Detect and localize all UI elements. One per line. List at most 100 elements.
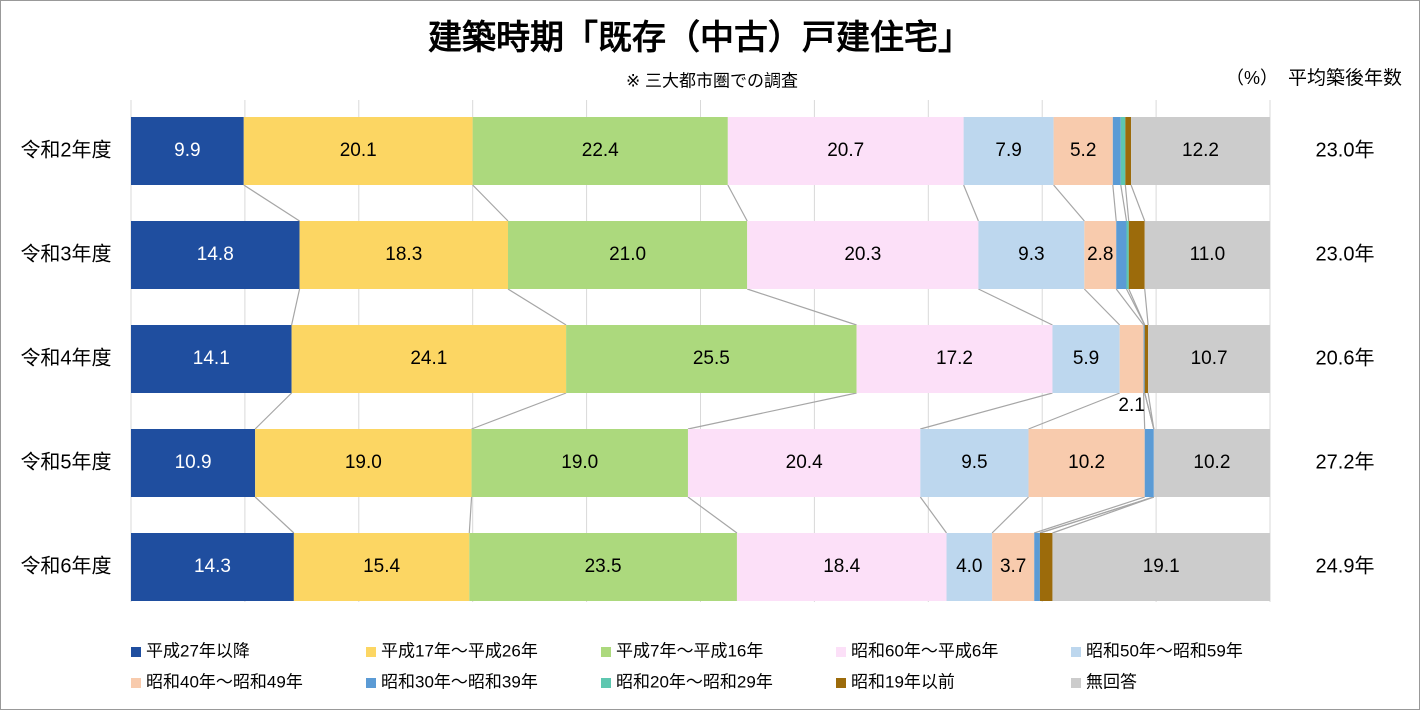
bar-segment xyxy=(946,533,993,601)
bar-segment xyxy=(1125,117,1132,185)
value-label: 2.1 xyxy=(1118,395,1144,416)
bar-segment xyxy=(1116,221,1127,289)
legend-label: 昭和60年～平成6年 xyxy=(851,641,998,660)
category-label: 令和6年度 xyxy=(20,554,111,577)
legend-swatch xyxy=(366,647,376,657)
bar-segment xyxy=(978,221,1085,289)
legend-swatch xyxy=(131,678,141,688)
subtitle: ※ 三大都市圏での調査 xyxy=(626,71,798,90)
legend-swatch xyxy=(836,678,846,688)
connector-line xyxy=(243,184,300,222)
value-label: 14.8 xyxy=(197,244,234,265)
value-label: 12.2 xyxy=(1182,140,1219,161)
value-label: 14.3 xyxy=(194,556,231,577)
bar-segment xyxy=(963,117,1054,185)
category-label: 令和3年度 xyxy=(20,242,111,265)
bar-segment xyxy=(1126,221,1129,289)
side-label: 27.2年 xyxy=(1316,450,1375,473)
legend-label: 昭和20年～昭和29年 xyxy=(616,672,773,691)
value-label: 3.7 xyxy=(1000,556,1026,577)
bar-segment xyxy=(736,533,947,601)
connector-line xyxy=(1052,496,1155,534)
connector-line xyxy=(1128,288,1146,326)
value-label: 4.0 xyxy=(956,556,982,577)
value-label: 25.5 xyxy=(693,348,730,369)
value-label: 10.2 xyxy=(1193,452,1230,473)
value-label: 24.1 xyxy=(410,348,447,369)
connector-line xyxy=(254,392,293,430)
value-label: 14.1 xyxy=(193,348,230,369)
bar-segment xyxy=(1148,325,1270,393)
connector-line xyxy=(468,496,473,534)
value-label: 5.2 xyxy=(1070,140,1096,161)
connector-line xyxy=(291,288,301,326)
bar-segment xyxy=(1153,429,1270,497)
bar-segment xyxy=(856,325,1053,393)
legend-swatch xyxy=(1071,678,1081,688)
value-label: 2.8 xyxy=(1087,244,1113,265)
connector-line xyxy=(727,184,748,222)
connector-line xyxy=(963,184,979,222)
bar-segment xyxy=(1144,429,1154,497)
bar-segment xyxy=(566,325,857,393)
connector-line xyxy=(978,288,1053,326)
value-label: 19.1 xyxy=(1143,556,1180,577)
legend-swatch xyxy=(131,647,141,657)
value-label: 20.3 xyxy=(844,244,881,265)
bar-segment xyxy=(131,533,294,601)
connector-line xyxy=(991,496,1029,534)
side-label: 23.0年 xyxy=(1316,138,1375,161)
bar-segment xyxy=(1112,117,1121,185)
value-label: 10.9 xyxy=(175,452,212,473)
legend-swatch xyxy=(366,678,376,688)
bar-segment xyxy=(1131,117,1270,185)
connector-line xyxy=(1130,184,1146,222)
legend-swatch xyxy=(1071,647,1081,657)
connector-line xyxy=(507,288,567,326)
bar-segment xyxy=(131,429,256,497)
bar-segment xyxy=(255,429,472,497)
legend-label: 昭和40年～昭和49年 xyxy=(146,672,303,691)
legend-swatch xyxy=(836,647,846,657)
value-label: 9.5 xyxy=(961,452,987,473)
bar-segment xyxy=(1120,117,1126,185)
connector-line xyxy=(472,184,509,222)
value-label: 9.9 xyxy=(174,140,200,161)
connector-line xyxy=(1120,184,1128,222)
legend-swatch xyxy=(601,678,611,688)
connector-line xyxy=(1034,496,1145,534)
legend-label: 昭和19年以前 xyxy=(851,672,955,691)
bar-segment xyxy=(1034,533,1040,601)
value-label: 10.2 xyxy=(1068,452,1105,473)
value-label: 21.0 xyxy=(609,244,646,265)
bar-segment xyxy=(243,117,473,185)
bar-segment xyxy=(1128,221,1145,289)
value-label: 7.9 xyxy=(995,140,1021,161)
connector-line xyxy=(687,496,738,534)
bar-segment xyxy=(131,117,244,185)
value-label: 18.3 xyxy=(385,244,422,265)
value-label: 11.0 xyxy=(1190,244,1226,265)
connector-line xyxy=(1083,288,1121,326)
bar-segment xyxy=(472,117,728,185)
value-label: 20.7 xyxy=(827,140,864,161)
value-label: 17.2 xyxy=(936,348,973,369)
bar-segment xyxy=(920,429,1029,497)
bar-segment xyxy=(1053,117,1113,185)
bar-segment xyxy=(687,429,921,497)
value-label: 5.9 xyxy=(1073,348,1099,369)
bar-segment xyxy=(299,221,509,289)
legend-label: 昭和50年～昭和59年 xyxy=(1086,641,1243,660)
value-label: 23.5 xyxy=(585,556,622,577)
value-label: 10.7 xyxy=(1191,348,1228,369)
value-label: 22.4 xyxy=(582,140,619,161)
bar-segment xyxy=(469,533,737,601)
bar-segment xyxy=(1084,221,1117,289)
bar-segment xyxy=(508,221,748,289)
value-label: 20.4 xyxy=(786,452,823,473)
connector-line xyxy=(254,496,295,534)
side-label: 24.9年 xyxy=(1316,554,1375,577)
connector-line xyxy=(1115,288,1145,326)
bar-segment xyxy=(1052,325,1120,393)
